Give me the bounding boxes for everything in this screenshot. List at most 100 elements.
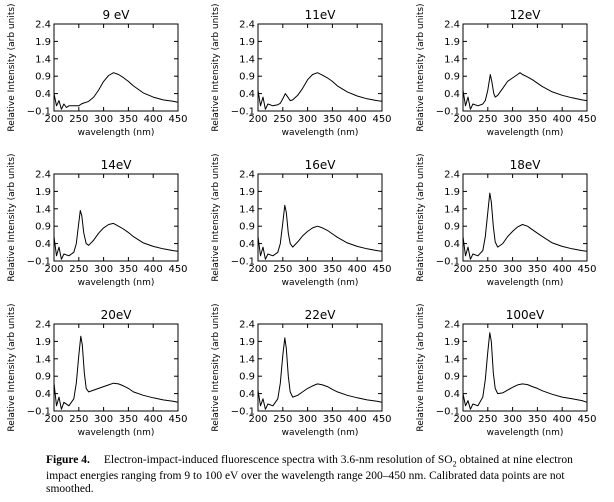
panel-0-xtick-label-2: 300 xyxy=(94,114,113,125)
panel-2-xtick-label-3: 350 xyxy=(528,114,547,125)
panel-4-ytick-label-4: 1.9 xyxy=(239,187,255,198)
panel-2-ytick-label-0: −0.1 xyxy=(436,107,460,118)
panel-2-series-0-line xyxy=(462,72,588,110)
panel-6-ytick-label-2: 0.9 xyxy=(35,372,51,383)
panel-3-xtick-label-2: 300 xyxy=(94,264,113,275)
panel-5-ytick-label-3: 1.4 xyxy=(444,204,460,215)
panel-6-xlabel: wavelength (nm) xyxy=(78,428,155,438)
caption-text-rest: electron impact energies ranging from 9 … xyxy=(46,454,573,496)
panel-3-xtick-label-3: 350 xyxy=(119,264,138,275)
panel-7-ytick-label-0: −0.1 xyxy=(231,407,255,418)
panel-8-series-0-line xyxy=(462,332,588,410)
panel-0-ytick-label-0: −0.1 xyxy=(27,107,51,118)
panel-1-title: 11eV xyxy=(305,8,337,22)
panel-8-xlabel: wavelength (nm) xyxy=(487,428,564,438)
panel-1-ytick-label-4: 1.9 xyxy=(239,37,255,48)
panel-8-ytick-label-4: 1.9 xyxy=(444,337,460,348)
panel-0-ytick-label-2: 0.9 xyxy=(35,72,51,83)
panel-0-ytick-label-5: 2.4 xyxy=(35,20,51,31)
panel-5-ytick-label-0: −0.1 xyxy=(436,257,460,268)
panel-3-ylabel: Relative Intensity (arb units) xyxy=(7,153,17,281)
panel-8-xtick-label-4: 400 xyxy=(553,414,572,425)
panel-4-ytick-label-2: 0.9 xyxy=(239,222,255,233)
panel-2-xtick-label-0: 200 xyxy=(453,114,472,125)
panel-7-xtick-label-4: 400 xyxy=(348,414,367,425)
caption-text-line1-end: obtained at nine xyxy=(456,454,533,466)
panel-5-xtick-label-4: 400 xyxy=(553,264,572,275)
panel-8-frame xyxy=(462,323,588,412)
figure-caption: Figure 4. Electron-impact-induced fluores… xyxy=(46,454,594,496)
panel-7-frame xyxy=(257,323,383,412)
panel-0-series-0-line xyxy=(53,72,179,110)
panel-4: 16eV 200 250 300 350 400 450 −0.1 0.4 0.9 1.4 1.9 2.… xyxy=(211,153,392,288)
panel-7-title: 22eV xyxy=(305,308,337,322)
caption-label: Figure 4. xyxy=(46,454,90,466)
panel-4-title: 16eV xyxy=(305,158,337,172)
panel-5-xtick-label-0: 200 xyxy=(453,264,472,275)
panel-6-ytick-label-3: 1.4 xyxy=(35,354,51,365)
panel-2-ytick-label-5: 2.4 xyxy=(444,20,460,31)
panel-2-xtick-label-1: 250 xyxy=(478,114,497,125)
panel-1-ytick-label-2: 0.9 xyxy=(239,72,255,83)
panel-8-xtick-label-5: 450 xyxy=(577,414,596,425)
panel-4-ytick-label-0: −0.1 xyxy=(231,257,255,268)
panel-0-ytick-label-4: 1.9 xyxy=(35,37,51,48)
panel-6-ytick-label-1: 0.4 xyxy=(35,389,51,400)
panel-2-ylabel: Relative Intensity (arb units) xyxy=(416,3,426,131)
panel-5-frame xyxy=(462,173,588,262)
panel-0-xlabel: wavelength (nm) xyxy=(78,128,155,138)
panel-3-ytick-label-3: 1.4 xyxy=(35,204,51,215)
panel-0-ytick-label-3: 1.4 xyxy=(35,54,51,65)
panel-6-xtick-label-2: 300 xyxy=(94,414,113,425)
panel-2-title: 12eV xyxy=(510,8,542,22)
panel-7-xtick-label-0: 200 xyxy=(248,414,267,425)
panel-0: 9 eV 200 250 300 350 400 450 −0.1 0.4 0.9 1.4 1.9 2.… xyxy=(7,3,188,138)
panel-6-frame xyxy=(53,323,179,412)
panel-7-xtick-label-2: 300 xyxy=(298,414,317,425)
panel-0-xtick-label-0: 200 xyxy=(44,114,63,125)
caption-subscript: 2 xyxy=(452,459,457,469)
panel-5-xlabel: wavelength (nm) xyxy=(487,278,564,288)
panel-8-ytick-label-1: 0.4 xyxy=(444,389,460,400)
panel-4-xtick-label-0: 200 xyxy=(248,264,267,275)
panel-5-ytick-label-4: 1.9 xyxy=(444,187,460,198)
panel-5-ytick-label-2: 0.9 xyxy=(444,222,460,233)
panel-4-ylabel: Relative Intensity (arb units) xyxy=(211,153,221,281)
panel-1-xtick-label-1: 250 xyxy=(273,114,292,125)
panel-1-xlabel: wavelength (nm) xyxy=(282,128,359,138)
panel-8-ylabel: Relative Intensity (arb units) xyxy=(416,303,426,431)
panel-7-ytick-label-1: 0.4 xyxy=(239,389,255,400)
panel-3-xtick-label-4: 400 xyxy=(144,264,163,275)
panel-5-title: 18eV xyxy=(510,158,542,172)
panel-2-ytick-label-3: 1.4 xyxy=(444,54,460,65)
panel-3-ytick-label-4: 1.9 xyxy=(35,187,51,198)
panel-0-xtick-label-3: 350 xyxy=(119,114,138,125)
panel-5-ylabel: Relative Intensity (arb units) xyxy=(416,153,426,281)
panel-3-xtick-label-1: 250 xyxy=(69,264,88,275)
panel-4-xtick-label-5: 450 xyxy=(372,264,391,275)
panel-3-ytick-label-5: 2.4 xyxy=(35,170,51,181)
panel-7-ytick-label-5: 2.4 xyxy=(239,320,255,331)
panel-1-xtick-label-2: 300 xyxy=(298,114,317,125)
panel-6-title: 20eV xyxy=(101,308,133,322)
panel-2-xtick-label-4: 400 xyxy=(553,114,572,125)
panel-7-series-0-line xyxy=(257,337,383,410)
panel-0-ylabel: Relative Intensity (arb units) xyxy=(7,3,17,131)
panel-1-xtick-label-0: 200 xyxy=(248,114,267,125)
panel-1-ytick-label-5: 2.4 xyxy=(239,20,255,31)
panel-4-xtick-label-3: 350 xyxy=(323,264,342,275)
panel-6-ylabel: Relative Intensity (arb units) xyxy=(7,303,17,431)
panel-6-ytick-label-4: 1.9 xyxy=(35,337,51,348)
panel-2-xtick-label-2: 300 xyxy=(503,114,522,125)
panel-6-xtick-label-5: 450 xyxy=(168,414,187,425)
panel-7-xtick-label-5: 450 xyxy=(372,414,391,425)
panel-2-ytick-label-1: 0.4 xyxy=(444,89,460,100)
panel-5-series-0-line xyxy=(462,192,588,260)
panel-7-xlabel: wavelength (nm) xyxy=(282,428,359,438)
panel-2-ytick-label-4: 1.9 xyxy=(444,37,460,48)
panel-7: 22eV 200 250 300 350 400 450 −0.1 0.4 0.9 1.4 1.9 2.… xyxy=(211,303,392,438)
panel-1-xtick-label-5: 450 xyxy=(372,114,391,125)
panel-4-ytick-label-3: 1.4 xyxy=(239,204,255,215)
panel-8: 100eV 200 250 300 350 400 450 −0.1 0.4 0.9 1.4 1.9 2… xyxy=(416,303,597,438)
panel-1-xtick-label-3: 350 xyxy=(323,114,342,125)
